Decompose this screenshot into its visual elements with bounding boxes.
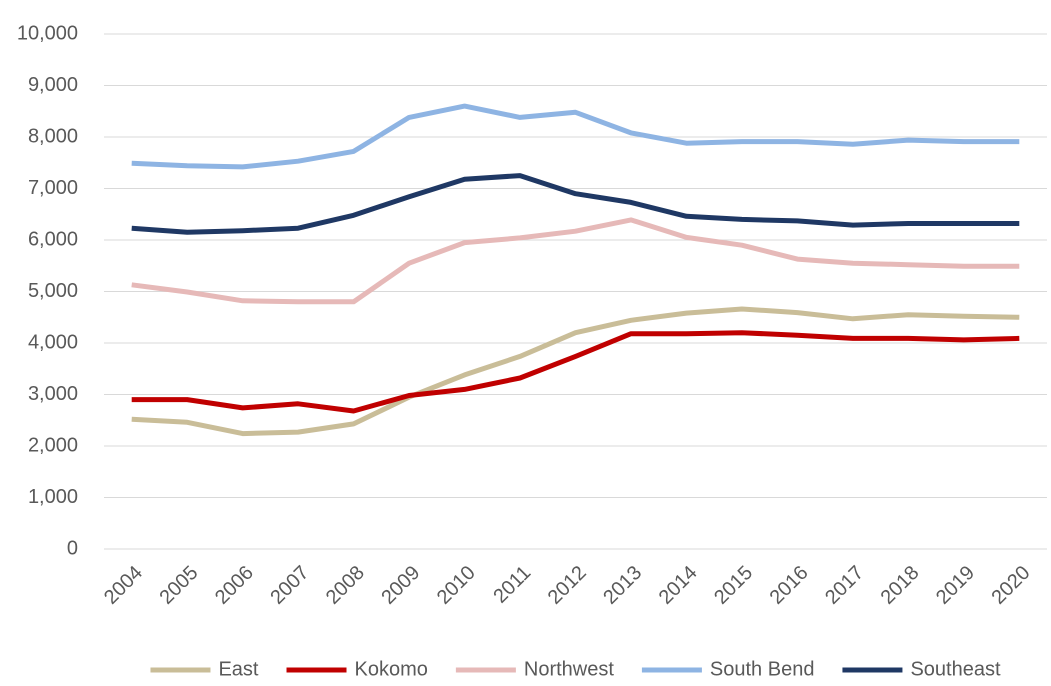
x-tick-label: 2018 <box>877 562 924 609</box>
x-tick-label: 2020 <box>988 562 1035 609</box>
x-tick-label: 2012 <box>544 562 591 609</box>
x-tick-label: 2019 <box>932 562 979 609</box>
y-tick-label: 5,000 <box>28 280 78 302</box>
y-tick-label: 3,000 <box>28 383 78 405</box>
legend-label: South Bend <box>710 658 815 680</box>
y-tick-label: 1,000 <box>28 486 78 508</box>
x-tick-label: 2017 <box>821 562 868 609</box>
x-tick-label: 2006 <box>211 562 258 609</box>
x-tick-label: 2008 <box>322 562 369 609</box>
series-line <box>131 306 1020 437</box>
y-tick-label: 9,000 <box>28 74 78 96</box>
y-tick-label: 8,000 <box>28 125 78 147</box>
legend-label: Southeast <box>910 658 1001 680</box>
legend-label: Northwest <box>524 658 614 680</box>
x-tick-label: 2015 <box>710 562 757 609</box>
x-tick-label: 2004 <box>100 562 147 609</box>
y-tick-label: 10,000 <box>17 22 78 44</box>
x-tick-label: 2010 <box>433 562 480 609</box>
x-tick-label: 2013 <box>599 562 646 609</box>
series-line <box>131 173 1020 235</box>
legend-label: Kokomo <box>355 658 428 680</box>
x-tick-label: 2014 <box>655 562 702 609</box>
x-tick-label: 2011 <box>489 562 535 608</box>
series-line <box>131 103 1020 170</box>
y-tick-label: 0 <box>67 537 78 559</box>
x-tick-label: 2005 <box>155 562 202 609</box>
y-tick-label: 7,000 <box>28 177 78 199</box>
series-line <box>131 217 1020 305</box>
series-line <box>131 330 1020 414</box>
y-tick-label: 6,000 <box>28 228 78 250</box>
y-tick-label: 4,000 <box>28 331 78 353</box>
x-tick-label: 2007 <box>266 562 313 609</box>
legend-label: East <box>218 658 258 680</box>
y-tick-label: 2,000 <box>28 434 78 456</box>
x-tick-label: 2009 <box>377 562 424 609</box>
x-tick-label: 2016 <box>766 562 813 609</box>
